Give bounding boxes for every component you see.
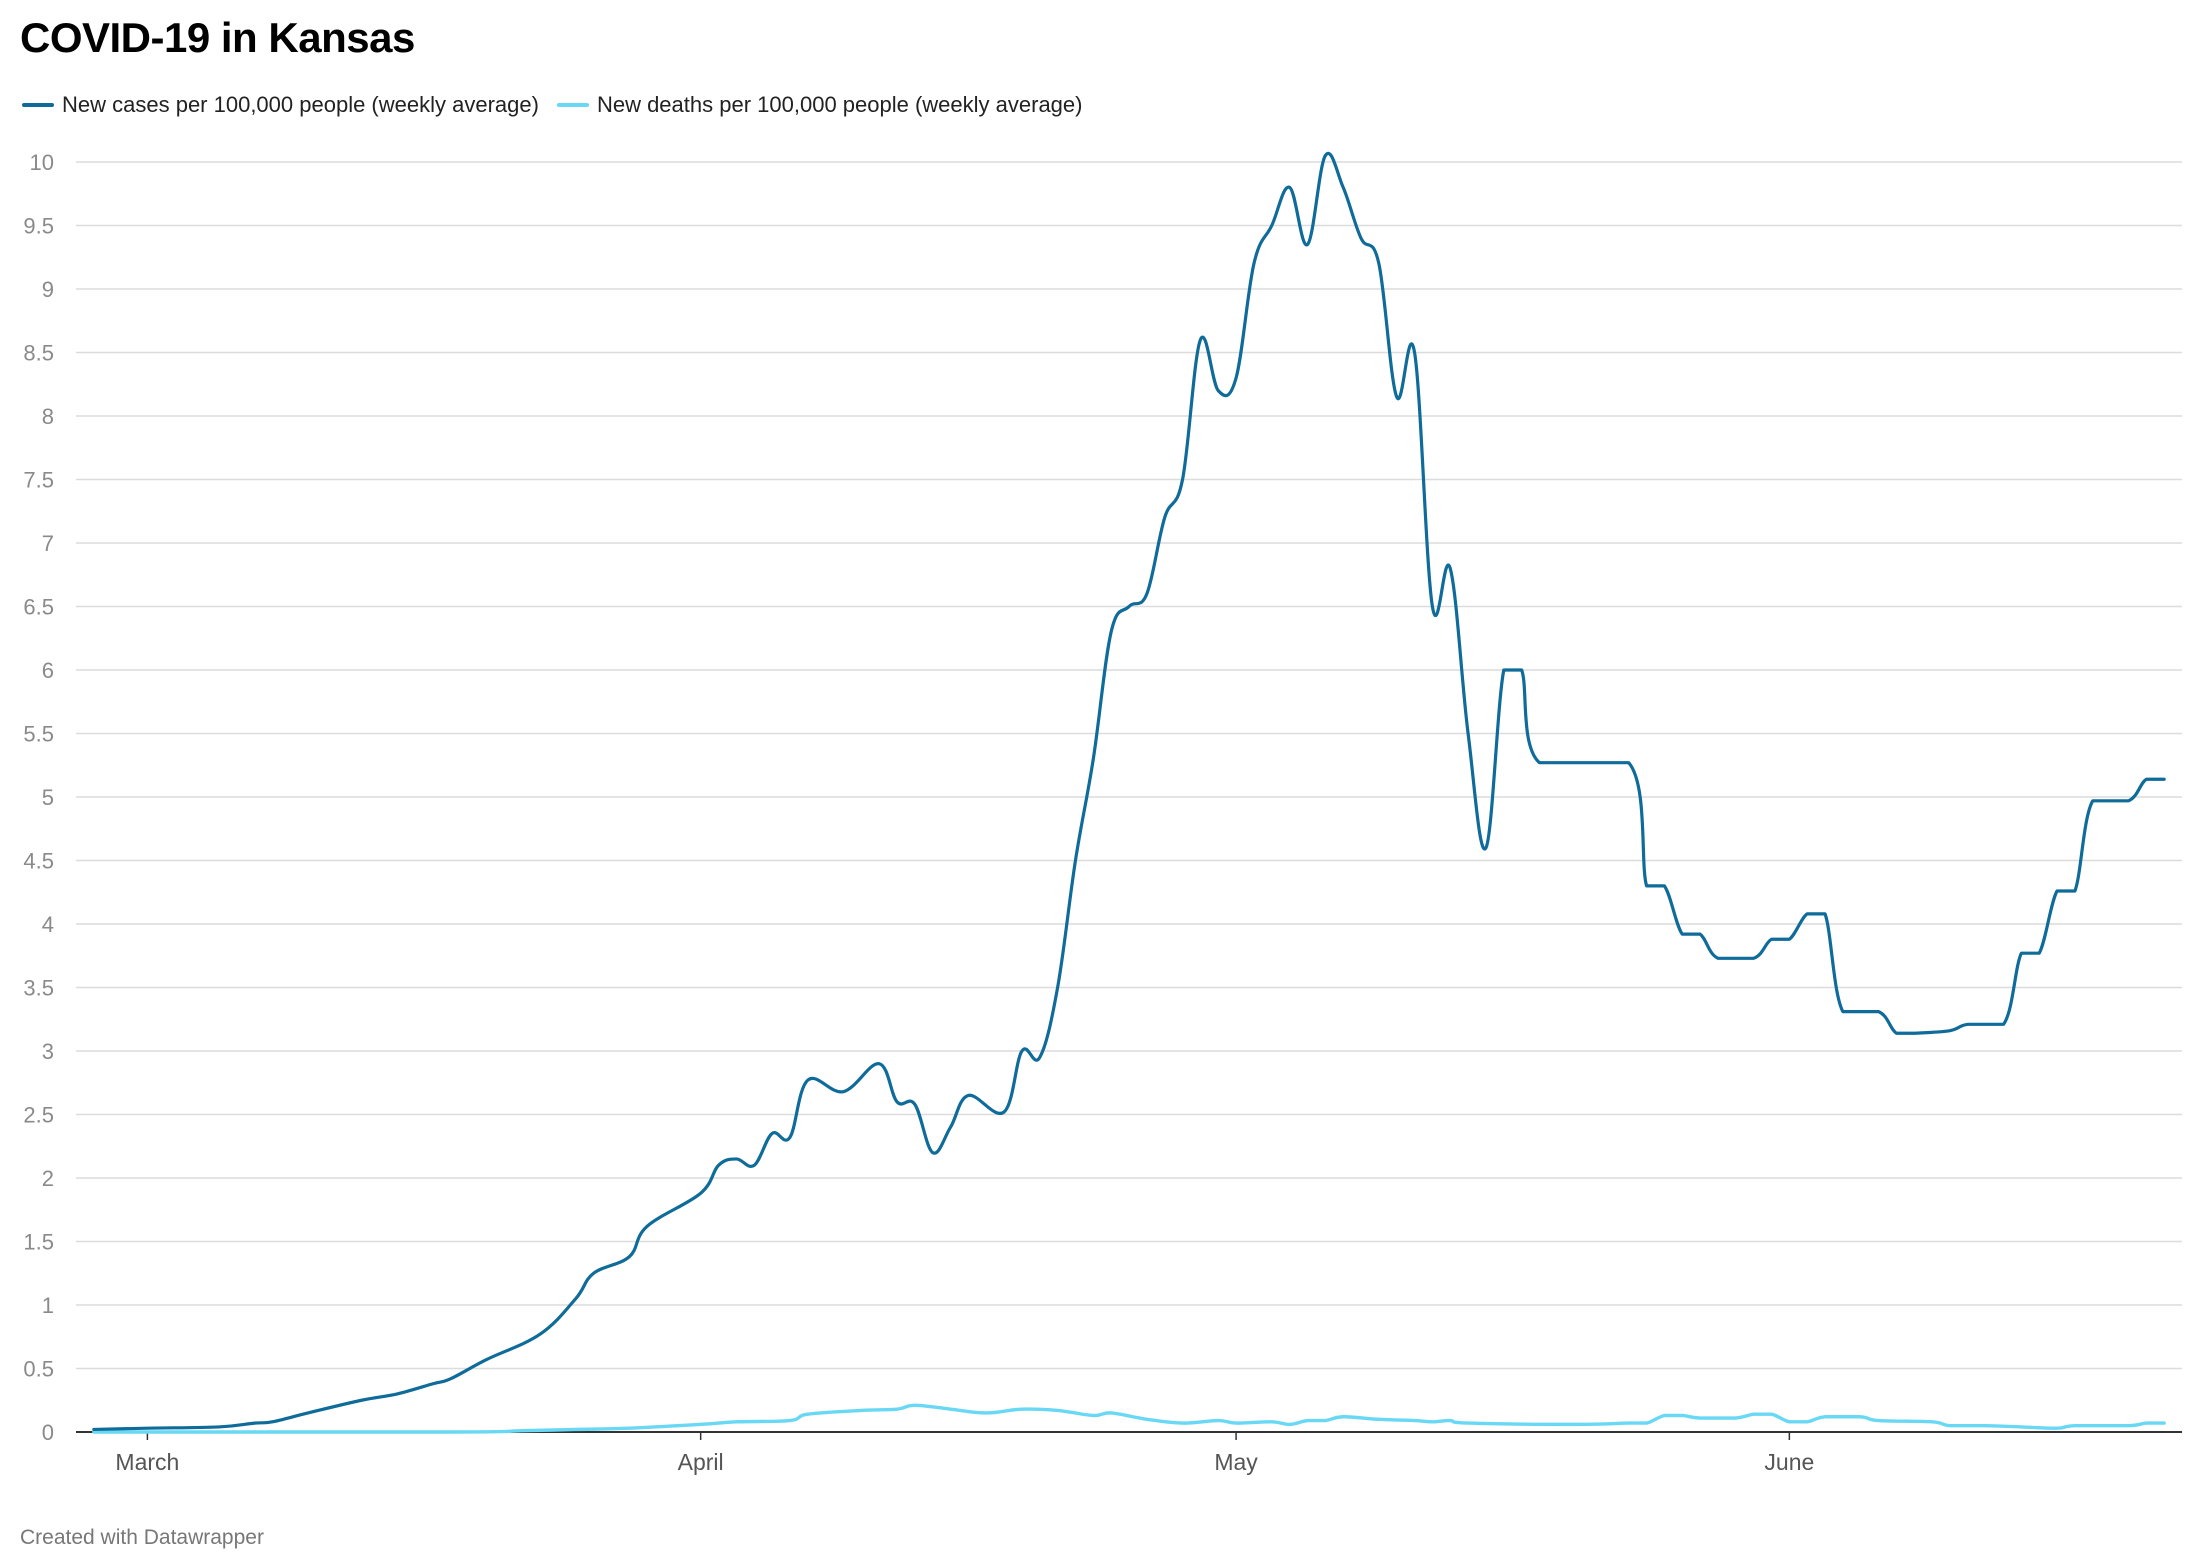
y-tick-label: 8 — [42, 404, 54, 429]
legend: New cases per 100,000 people (weekly ave… — [22, 92, 1100, 118]
y-tick-label: 9.5 — [23, 214, 54, 239]
footer-credit: Created with Datawrapper — [20, 1526, 264, 1549]
y-tick-label: 3 — [42, 1039, 54, 1064]
y-tick-label: 5 — [42, 785, 54, 810]
x-tick-label: March — [115, 1449, 179, 1475]
y-tick-label: 6.5 — [23, 595, 54, 620]
y-tick-label: 3.5 — [23, 976, 54, 1001]
legend-label-deaths: New deaths per 100,000 people (weekly av… — [596, 92, 1083, 117]
legend-swatch-cases — [22, 103, 54, 107]
y-tick-label: 10 — [30, 150, 54, 175]
y-tick-label: 2.5 — [23, 1103, 54, 1128]
legend-item-cases: New cases per 100,000 people (weekly ave… — [22, 92, 539, 118]
legend-item-deaths: New deaths per 100,000 people (weekly av… — [556, 92, 1083, 118]
y-tick-label: 1.5 — [23, 1230, 54, 1255]
y-tick-label: 7.5 — [23, 468, 54, 493]
y-tick-label: 7 — [42, 531, 54, 556]
y-tick-label: 4.5 — [23, 849, 54, 874]
y-tick-label: 2 — [42, 1166, 54, 1191]
y-tick-label: 4 — [42, 912, 54, 937]
legend-label-cases: New cases per 100,000 people (weekly ave… — [62, 92, 539, 117]
legend-swatch-deaths — [556, 103, 589, 107]
y-tick-label: 1 — [42, 1293, 54, 1318]
chart-title: COVID-19 in Kansas — [20, 14, 415, 61]
y-tick-label: 5.5 — [23, 722, 54, 747]
y-tick-label: 0.5 — [23, 1357, 54, 1382]
x-tick-label: May — [1214, 1449, 1258, 1475]
x-tick-label: April — [678, 1449, 724, 1475]
y-tick-label: 6 — [42, 658, 54, 683]
x-tick-label: June — [1764, 1449, 1814, 1475]
y-tick-label: 9 — [42, 277, 54, 302]
series-line-cases — [92, 151, 2166, 1432]
y-tick-label: 0 — [42, 1420, 54, 1445]
y-tick-label: 8.5 — [23, 341, 54, 366]
series-line-deaths — [92, 1403, 2166, 1434]
